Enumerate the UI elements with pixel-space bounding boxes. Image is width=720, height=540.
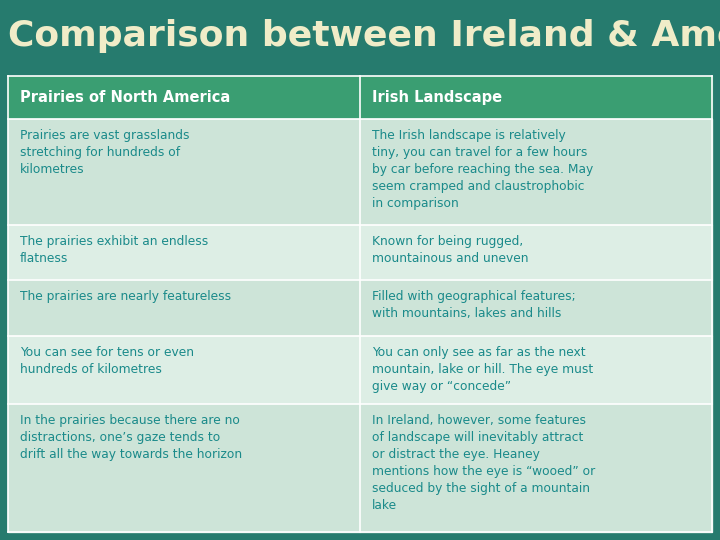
Text: The prairies are nearly featureless: The prairies are nearly featureless	[20, 291, 231, 303]
Bar	[8, 119, 360, 225]
Bar	[8, 404, 360, 532]
Text: Known for being rugged,
mountainous and uneven: Known for being rugged, mountainous and …	[372, 234, 528, 265]
Bar	[360, 119, 712, 225]
Bar	[8, 225, 360, 280]
Bar	[8, 336, 360, 404]
Text: The Irish landscape is relatively
tiny, you can travel for a few hours
by car be: The Irish landscape is relatively tiny, …	[372, 130, 593, 211]
Bar	[8, 280, 360, 336]
Text: Filled with geographical features;
with mountains, lakes and hills: Filled with geographical features; with …	[372, 291, 575, 320]
Bar	[8, 76, 360, 119]
Text: You can only see as far as the next
mountain, lake or hill. The eye must
give wa: You can only see as far as the next moun…	[372, 346, 593, 393]
Bar	[360, 336, 712, 404]
Text: In the prairies because there are no
distractions, one’s gaze tends to
drift all: In the prairies because there are no dis…	[20, 414, 242, 461]
Bar	[0, 0, 720, 72]
Text: Comparison between Ireland & America: Comparison between Ireland & America	[8, 19, 720, 53]
Text: In Ireland, however, some features
of landscape will inevitably attract
or distr: In Ireland, however, some features of la…	[372, 414, 595, 512]
Text: The prairies exhibit an endless
flatness: The prairies exhibit an endless flatness	[20, 234, 208, 265]
Bar	[360, 225, 712, 280]
Bar	[360, 280, 712, 336]
Bar	[360, 76, 712, 119]
Text: You can see for tens or even
hundreds of kilometres: You can see for tens or even hundreds of…	[20, 346, 194, 376]
Text: Irish Landscape: Irish Landscape	[372, 90, 502, 105]
Bar	[360, 404, 712, 532]
Text: Prairies are vast grasslands
stretching for hundreds of
kilometres: Prairies are vast grasslands stretching …	[20, 130, 189, 177]
Text: Prairies of North America: Prairies of North America	[20, 90, 230, 105]
